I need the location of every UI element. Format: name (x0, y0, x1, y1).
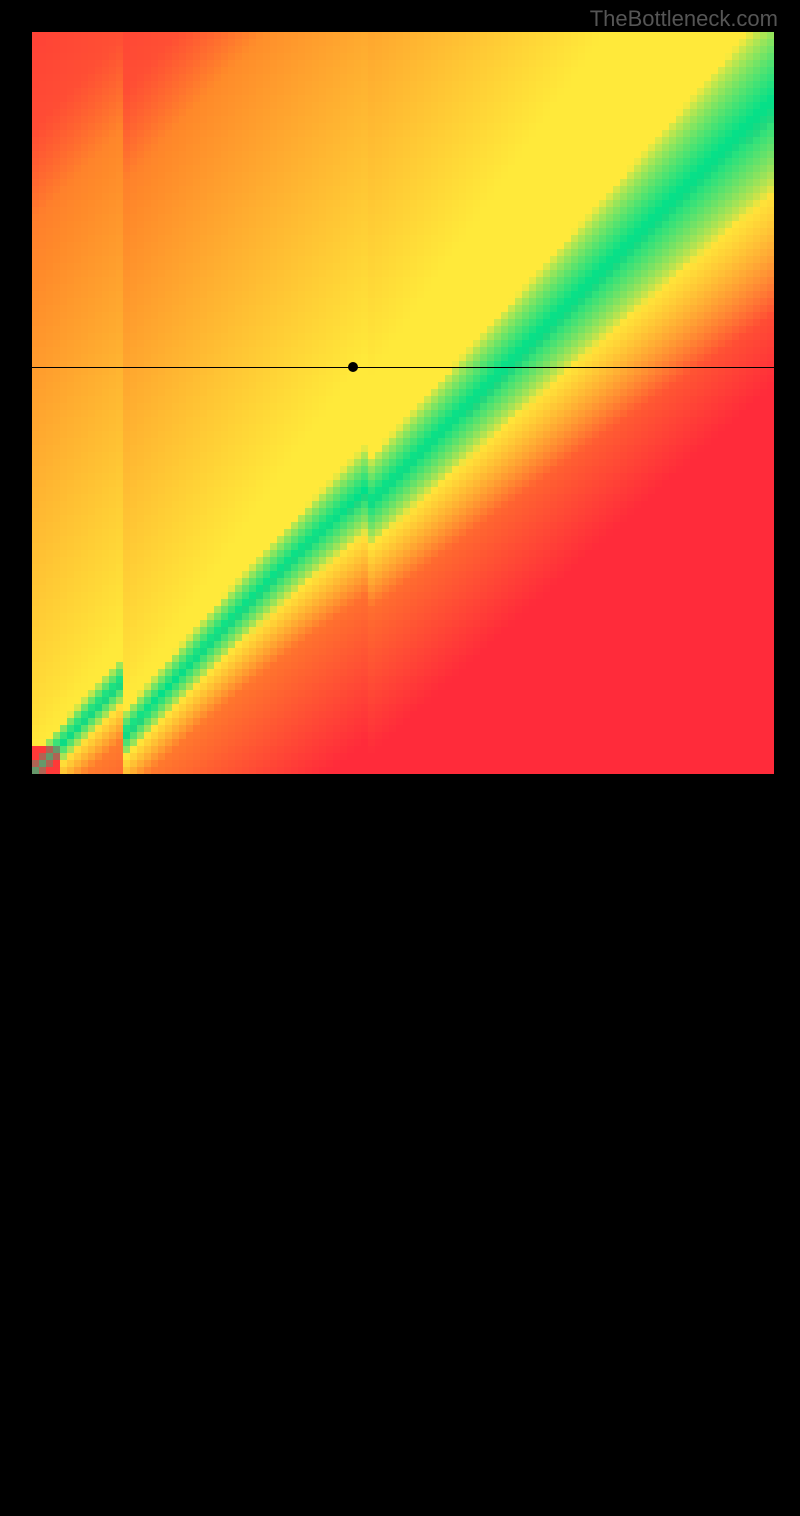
crosshair-vertical (353, 774, 354, 1516)
crosshair-horizontal (32, 367, 774, 368)
crosshair-marker (348, 362, 358, 372)
heatmap-plot (32, 32, 774, 774)
watermark-text: TheBottleneck.com (590, 6, 778, 32)
heatmap-canvas (32, 32, 774, 774)
